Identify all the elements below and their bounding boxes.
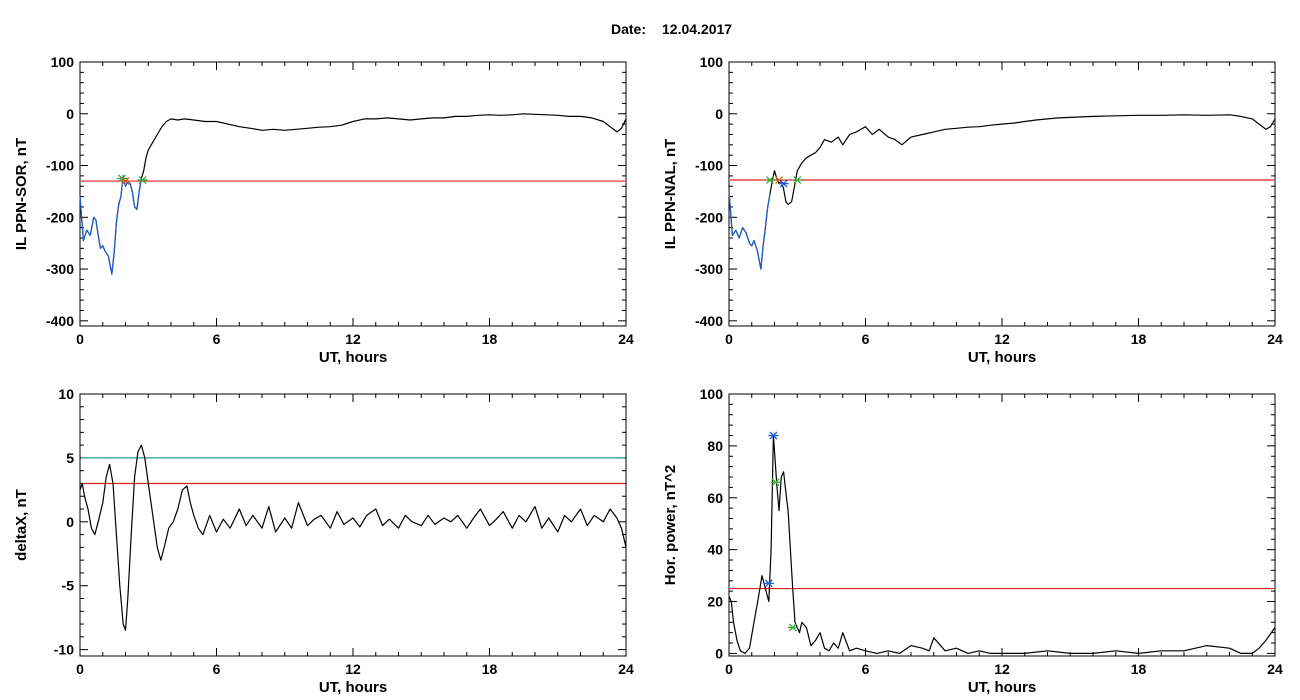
x-tick-label: 0 bbox=[725, 661, 733, 677]
x-axis-label: UT, hours bbox=[968, 349, 1036, 366]
plot-frame bbox=[728, 61, 1276, 327]
chart-panel-hor-power: 0 6 12 18 24 0 20 40 60 80 100 UT, hours Hor. power,… bbox=[662, 386, 1283, 696]
x-tick-label: 18 bbox=[482, 661, 498, 677]
x-tick-label: 6 bbox=[862, 331, 870, 347]
y-tick-label: 100 bbox=[51, 54, 75, 70]
x-tick-label: 24 bbox=[1267, 331, 1283, 347]
date-value: 12.04.2017 bbox=[662, 21, 732, 37]
star-marker bbox=[792, 176, 803, 184]
x-tick-label: 12 bbox=[345, 331, 361, 347]
y-tick-label: 0 bbox=[66, 514, 74, 530]
x-tick-label: 6 bbox=[862, 661, 870, 677]
star-marker bbox=[137, 176, 148, 184]
series-line bbox=[728, 434, 1276, 655]
y-tick-label: 20 bbox=[707, 594, 723, 610]
star-marker bbox=[764, 176, 775, 184]
plot-frame bbox=[79, 61, 627, 327]
x-tick-label: 0 bbox=[76, 331, 84, 347]
y-tick-label: -200 bbox=[695, 209, 723, 225]
x-tick-label: 18 bbox=[1131, 331, 1147, 347]
y-tick-label: 0 bbox=[715, 106, 723, 122]
series-line bbox=[728, 114, 1276, 270]
y-tick-label: 40 bbox=[707, 542, 723, 558]
x-tick-label: 0 bbox=[76, 661, 84, 677]
x-tick-label: 6 bbox=[213, 331, 221, 347]
star-marker bbox=[763, 579, 774, 588]
x-tick-label: 24 bbox=[1267, 661, 1283, 677]
x-tick-label: 6 bbox=[213, 661, 221, 677]
y-axis-label: IL PPN-SOR, nT bbox=[13, 138, 30, 250]
y-tick-label: 80 bbox=[707, 438, 723, 454]
y-axis-label: Hor. power, nT^2 bbox=[662, 465, 679, 585]
y-tick-label: -400 bbox=[695, 313, 723, 329]
y-tick-label: 10 bbox=[58, 386, 74, 402]
y-tick-label: 0 bbox=[66, 106, 74, 122]
star-marker bbox=[770, 478, 781, 487]
y-axis-label: IL PPN-NAL, nT bbox=[662, 139, 679, 250]
x-tick-label: 24 bbox=[618, 331, 634, 347]
x-axis-label: UT, hours bbox=[319, 349, 387, 366]
y-tick-label: 100 bbox=[700, 386, 724, 402]
x-tick-label: 24 bbox=[618, 661, 634, 677]
y-tick-label: -200 bbox=[46, 209, 74, 225]
date-label: Date: bbox=[611, 21, 646, 37]
star-marker bbox=[778, 179, 789, 188]
y-tick-label: -400 bbox=[46, 313, 74, 329]
y-tick-label: 60 bbox=[707, 490, 723, 506]
y-tick-label: 0 bbox=[715, 645, 723, 661]
y-axis-label: deltaX, nT bbox=[13, 489, 30, 561]
y-tick-label: -100 bbox=[46, 158, 74, 174]
series-line bbox=[79, 175, 142, 275]
series-line bbox=[79, 444, 627, 632]
y-tick-label: 100 bbox=[700, 54, 724, 70]
chart-panel-il-ppn-nal: 0 6 12 18 24 -400 -300 -200 -100 0 100 UT, hours IL … bbox=[662, 54, 1283, 366]
x-axis-label: UT, hours bbox=[968, 679, 1036, 696]
x-axis-label: UT, hours bbox=[319, 679, 387, 696]
star-marker bbox=[120, 177, 131, 186]
plot-frame bbox=[728, 393, 1276, 657]
chart-panel-deltax: 0 6 12 18 24 -10 -5 0 5 10 UT, hours deltaX, nT bbox=[13, 386, 634, 696]
y-tick-label: -10 bbox=[54, 642, 74, 658]
x-tick-label: 0 bbox=[725, 331, 733, 347]
y-tick-label: -300 bbox=[695, 261, 723, 277]
x-tick-label: 12 bbox=[994, 661, 1010, 677]
star-marker bbox=[774, 176, 785, 184]
x-tick-label: 18 bbox=[1131, 661, 1147, 677]
series-line bbox=[79, 113, 627, 275]
x-tick-label: 12 bbox=[994, 331, 1010, 347]
y-tick-label: -300 bbox=[46, 261, 74, 277]
y-tick-label: -5 bbox=[62, 578, 75, 594]
y-tick-label: -100 bbox=[695, 158, 723, 174]
x-tick-label: 18 bbox=[482, 331, 498, 347]
chart-panel-il-ppn-sor: 0 6 12 18 24 -400 -300 -200 -100 0 100 UT, hours IL … bbox=[13, 54, 634, 366]
x-tick-label: 12 bbox=[345, 661, 361, 677]
star-marker bbox=[787, 623, 798, 632]
star-marker bbox=[768, 431, 779, 440]
series-line bbox=[728, 191, 771, 270]
y-tick-label: 5 bbox=[66, 450, 74, 466]
